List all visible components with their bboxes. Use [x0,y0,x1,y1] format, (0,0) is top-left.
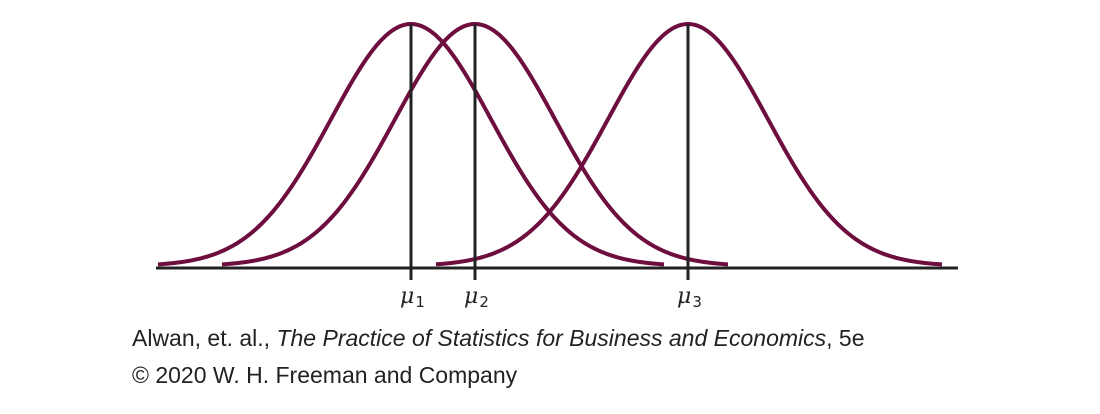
credit-authors: Alwan, et. al., [132,325,277,351]
mean-label-2: μ2 [464,284,489,311]
source-credit: Alwan, et. al., The Practice of Statisti… [132,325,865,352]
mean-symbol: μ [400,284,414,309]
mean-subscript: 3 [692,293,702,311]
mean-symbol: μ [464,284,478,309]
normal-curves [157,21,943,267]
mean-label-1: μ1 [400,284,425,311]
mean-symbol: μ [677,284,691,309]
mean-subscript: 1 [415,293,425,311]
credit-edition: , 5e [826,325,865,351]
mean-lines [409,24,690,280]
mean-subscript: 2 [479,293,489,311]
mean-labels: μ1 μ2 μ3 [400,284,702,311]
copyright-notice: © 2020 W. H. Freeman and Company [132,362,518,388]
credit-book-title: The Practice of Statistics for Business … [276,325,827,351]
mean-label-3: μ3 [677,284,702,311]
